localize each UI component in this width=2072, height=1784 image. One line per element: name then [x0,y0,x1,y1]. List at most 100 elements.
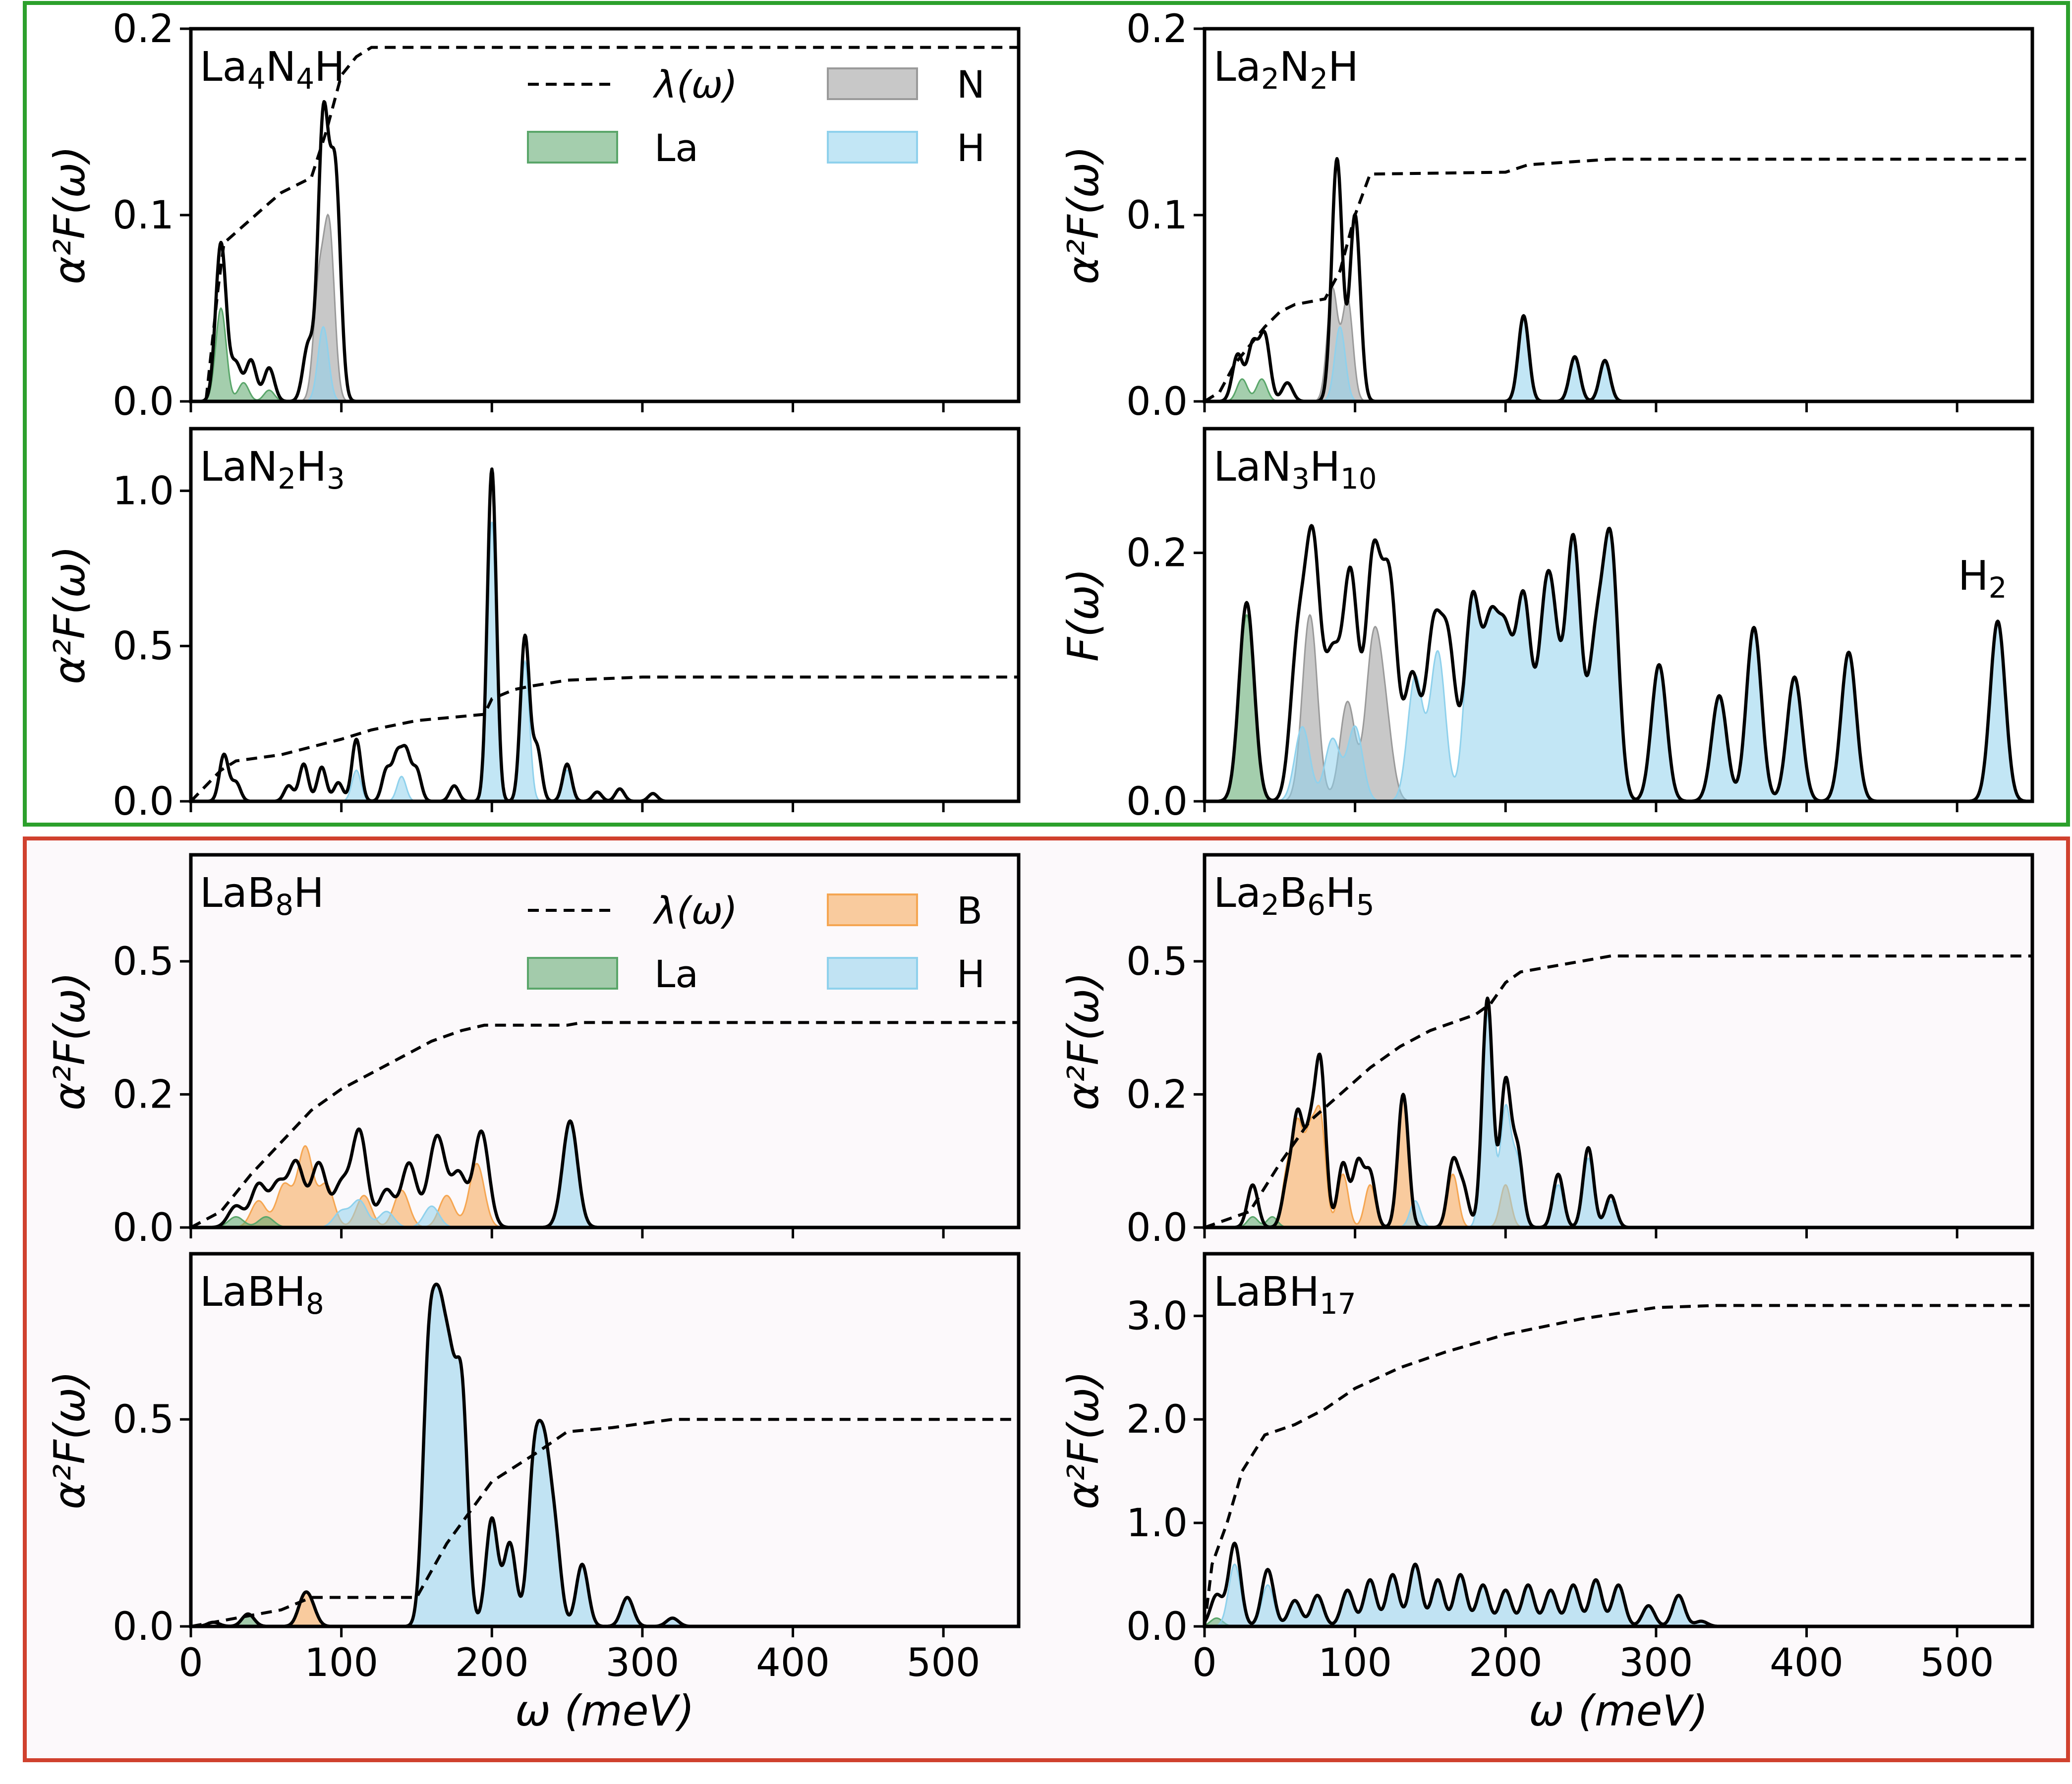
plot-area [1205,954,2032,1227]
y-axis-label: α²F(ω) [45,1371,95,1509]
title-subscript: 2 [1261,888,1279,922]
total-curve [1205,996,2032,1227]
x-tick-label: 0 [1192,1641,1217,1685]
partial-area-H [191,326,1019,401]
panel-title: LaBH17 [1213,1269,1356,1321]
x-tick-label: 200 [1469,1641,1543,1685]
y-tick-label: 0.2 [1126,1072,1188,1117]
axes-frame [189,427,1021,803]
partial-area-N [191,213,1019,401]
panel-LaBH17: 0.0 1.0 2.0 3.0 0 100 200 300 400 500 α²F(ω) ω (meV… [1059,1252,2034,1736]
title-subscript: 8 [275,888,293,922]
x-axis-label: ω (meV) [515,1686,694,1736]
plot-area [1205,157,2032,401]
y-tick-label: 0.5 [113,624,174,669]
title-text: N [1279,44,1310,91]
y-tick-label: 0.0 [1126,780,1188,824]
title-subscript: 2 [278,462,296,496]
y-tick-label: 0.2 [1126,531,1188,576]
lambda-curve [191,675,1019,801]
y-tick-label: 0.0 [1126,1605,1188,1649]
title-text: LaN [1213,444,1291,491]
title-subscript: 5 [1356,888,1375,922]
title-subscript: 8 [306,1287,324,1321]
title-text: H [314,44,345,91]
lambda-curve [191,46,1019,401]
panel-LaN2H3: 0.0 0.5 1.0 α²F(ω) LaN2H3 [45,427,1021,824]
panel-title: La2B6H5 [1213,870,1375,922]
panel-title: LaBH8 [200,1269,324,1321]
x-tick-label: 200 [455,1641,529,1685]
panel-LaBH8: 0.0 0.5 0 100 200 300 400 500 α²F(ω) ω (meV) LaBH8 [45,1252,1021,1736]
x-tick-label: 400 [1770,1641,1843,1685]
y-axis-label: F(ω) [1059,568,1108,662]
y-axis-label: α²F(ω) [45,972,95,1111]
plot-area [191,467,1019,801]
legend: λ(ω) B La H [527,889,985,996]
title-text: LaBH [200,1269,306,1316]
partial-area-H [191,1120,1019,1227]
title-subscript: 2 [1261,62,1279,96]
axes-frame [189,1252,1021,1628]
title-text: H [1328,44,1359,91]
axes-frame [1203,853,2034,1229]
legend-label: La [654,952,698,996]
y-tick-label: 0.5 [113,1397,174,1442]
axes-frame [189,853,1021,1229]
title-subscript: 3 [327,462,345,496]
title-subscript: 6 [1307,888,1325,922]
y-tick-label: 0.1 [113,193,174,238]
title-text: LaN [200,444,278,491]
panel-title: LaB8H [200,870,324,922]
legend-label: La [654,126,698,170]
lambda-curve [1205,954,2032,1227]
lambda-curve [191,1021,1019,1227]
legend-swatch-La [527,957,618,990]
y-tick-label: 0.0 [1126,380,1188,424]
y-tick-label: 1.0 [1126,1501,1188,1546]
axes-frame [1203,1252,2034,1628]
annotation-text: H [1958,553,1989,600]
total-curve [191,1119,1019,1227]
title-text: B [1279,870,1307,917]
partial-area-N [1205,286,2032,401]
title-subscript: 4 [296,62,314,96]
x-axis-label: ω (meV) [1529,1686,1708,1736]
partial-area-H [191,521,1019,801]
x-tick-label: 400 [756,1641,830,1685]
annotation-label: H2 [1958,553,2007,605]
lambda-curve [1205,1304,2032,1626]
y-tick-label: 0.1 [1126,193,1188,238]
legend-label: λ(ω) [652,62,738,107]
panel-title: La4N4H [200,44,345,96]
group-frame-nitrogen [23,1,2070,827]
y-tick-label: 0.2 [113,1072,174,1117]
y-tick-label: 3.0 [1126,1294,1188,1338]
x-tick-label: 500 [1920,1641,1994,1685]
legend: λ(ω) N La H [527,62,985,170]
y-axis-label: α²F(ω) [1059,146,1108,284]
plot-area [1205,1304,2032,1626]
title-subscript: 4 [247,62,266,96]
panel-title: LaN2H3 [200,444,345,496]
total-curve [191,467,1019,801]
y-tick-label: 0.0 [113,1605,174,1649]
lambda-curve [1205,158,2032,401]
legend-swatch-B [827,893,918,926]
y-tick-label: 0.2 [1126,7,1188,52]
x-tick-label: 500 [907,1641,980,1685]
x-tick-label: 100 [304,1641,378,1685]
x-tick-label: 100 [1318,1641,1392,1685]
y-tick-label: 0.0 [113,380,174,424]
title-subscript: 10 [1340,462,1377,496]
title-text: LaB [200,870,275,917]
total-curve [1205,524,2032,801]
title-subscript: 17 [1320,1287,1356,1321]
annotation-subscript: 2 [1989,571,2007,605]
legend-swatch-La [527,131,618,164]
partial-area-N [1205,613,2032,801]
y-axis-label: α²F(ω) [1059,1371,1108,1509]
